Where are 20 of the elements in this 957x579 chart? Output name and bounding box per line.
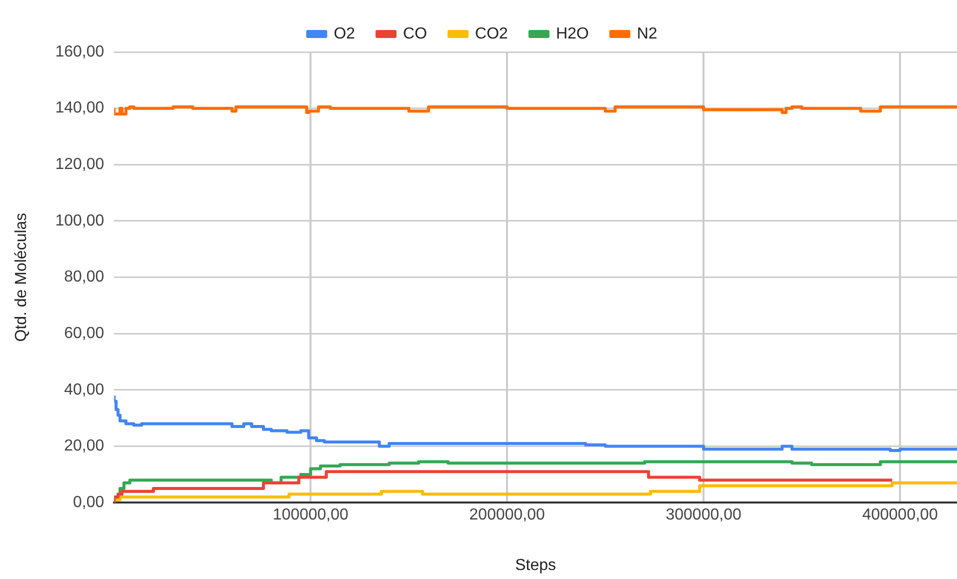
- legend-label: N2: [636, 25, 658, 42]
- y-tick-label: 120,00: [55, 156, 104, 174]
- y-tick-label: 100,00: [55, 212, 104, 230]
- x-tick-label: 200000,00: [469, 506, 545, 524]
- legend-label: H2O: [556, 25, 589, 42]
- x-tick-label: 100000,00: [272, 506, 349, 524]
- legend-label: O2: [334, 25, 356, 42]
- y-tick-label: 80,00: [64, 268, 104, 286]
- y-tick-label: 60,00: [64, 325, 104, 342]
- y-tick-label: 160,00: [55, 43, 104, 60]
- x-tick-label: 300000,00: [666, 506, 742, 524]
- legend-label: CO2: [475, 25, 508, 42]
- legend-label: CO: [403, 25, 428, 42]
- x-axis-title: Steps: [515, 556, 556, 574]
- y-tick-label: 0,00: [72, 494, 104, 512]
- y-tick-label: 40,00: [64, 381, 104, 398]
- y-axis-title: Qtd. de Moléculas: [13, 212, 30, 342]
- y-tick-label: 20,00: [64, 438, 104, 455]
- x-tick-label: 400000,00: [862, 506, 938, 524]
- y-tick-label: 140,00: [55, 100, 104, 117]
